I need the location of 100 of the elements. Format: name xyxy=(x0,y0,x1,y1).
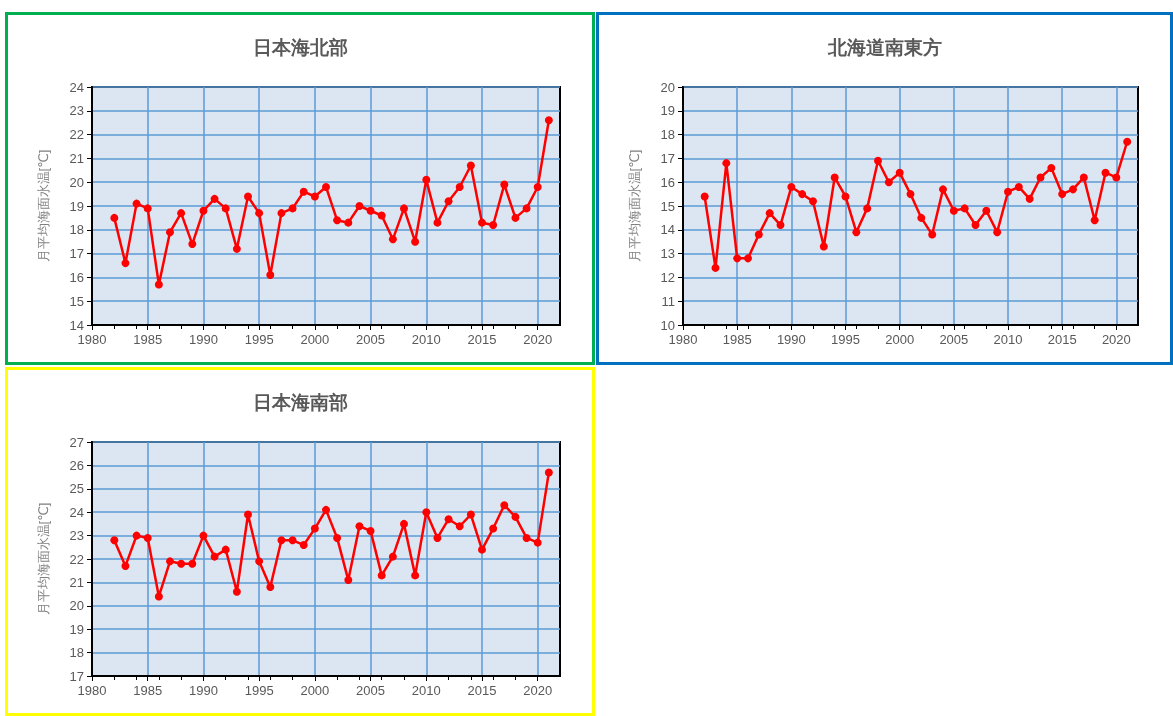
point xyxy=(754,230,763,239)
point xyxy=(819,242,828,251)
point xyxy=(809,197,817,206)
y-tick-label: 13 xyxy=(660,246,675,262)
point xyxy=(244,510,252,519)
y-tick-label: 18 xyxy=(69,222,84,238)
y-tick-label: 17 xyxy=(69,668,84,684)
y-axis-title: 月平均海面水温[℃] xyxy=(627,149,642,263)
point xyxy=(928,230,937,239)
x-tick-label: 1990 xyxy=(188,683,218,698)
x-tick-label: 1990 xyxy=(776,332,806,347)
point xyxy=(852,228,861,237)
point xyxy=(255,209,264,218)
y-tick-label: 19 xyxy=(69,198,84,214)
point xyxy=(388,552,397,561)
point xyxy=(277,536,286,545)
point xyxy=(232,587,241,596)
x-tick-label: 2015 xyxy=(467,683,497,698)
point xyxy=(166,228,174,237)
point xyxy=(500,501,509,510)
point xyxy=(121,562,130,571)
point xyxy=(874,156,882,165)
point xyxy=(544,468,553,477)
y-tick-label: 22 xyxy=(69,127,84,143)
y-tick-label: 12 xyxy=(660,269,675,285)
point xyxy=(377,211,386,220)
point xyxy=(143,533,152,542)
point xyxy=(355,202,364,210)
point xyxy=(366,526,375,535)
x-tick-label: 1985 xyxy=(133,683,163,698)
point xyxy=(466,161,475,170)
y-tick-label: 21 xyxy=(69,574,84,590)
point xyxy=(444,197,453,206)
point xyxy=(333,533,342,542)
x-tick-label: 2015 xyxy=(467,332,497,347)
point xyxy=(433,218,442,227)
point xyxy=(221,545,230,554)
point xyxy=(1101,168,1110,177)
point xyxy=(366,206,375,215)
y-tick-label: 19 xyxy=(660,103,675,119)
point xyxy=(355,522,364,531)
point xyxy=(166,557,174,566)
point xyxy=(787,182,796,191)
point xyxy=(1025,194,1034,203)
y-tick-label: 21 xyxy=(69,150,84,166)
point xyxy=(906,190,915,199)
point xyxy=(884,178,893,187)
point xyxy=(221,204,230,213)
y-tick-label: 17 xyxy=(660,150,675,166)
point xyxy=(1079,173,1088,182)
point xyxy=(433,533,442,542)
y-tick-label: 14 xyxy=(69,317,84,333)
point xyxy=(744,254,752,263)
point xyxy=(489,221,498,230)
point xyxy=(1112,173,1121,182)
point xyxy=(489,524,498,533)
point xyxy=(121,259,130,268)
point xyxy=(700,192,709,201)
point xyxy=(210,552,219,561)
x-tick-label: 1985 xyxy=(722,332,752,347)
y-tick-label: 27 xyxy=(69,434,84,450)
point xyxy=(322,505,330,514)
point xyxy=(154,280,163,289)
point xyxy=(244,192,252,201)
point xyxy=(798,190,807,199)
point xyxy=(511,213,520,222)
point xyxy=(288,204,297,213)
point xyxy=(255,557,264,566)
point xyxy=(478,218,486,227)
point xyxy=(478,545,486,554)
point xyxy=(863,204,872,213)
point xyxy=(310,524,319,533)
point xyxy=(400,519,408,528)
point xyxy=(960,204,969,213)
x-tick-label: 1995 xyxy=(244,332,274,347)
point xyxy=(1123,137,1132,146)
point xyxy=(511,512,520,521)
x-tick-label: 2005 xyxy=(356,683,386,698)
point xyxy=(544,116,553,125)
point xyxy=(199,206,208,215)
point xyxy=(232,244,241,253)
point xyxy=(466,510,475,519)
point xyxy=(533,538,542,547)
y-tick-label: 24 xyxy=(69,504,84,520)
x-tick-label: 2010 xyxy=(411,332,441,347)
point xyxy=(132,531,141,540)
y-tick-label: 20 xyxy=(660,79,675,95)
y-tick-label: 16 xyxy=(69,269,84,285)
chart-title: 北海道南東方 xyxy=(826,37,942,58)
point xyxy=(344,576,353,585)
x-tick-label: 2000 xyxy=(300,332,330,347)
x-tick-label: 1995 xyxy=(831,332,860,347)
point xyxy=(522,533,531,542)
y-axis-title: 月平均海面水温[℃] xyxy=(36,149,51,263)
point xyxy=(199,531,208,540)
y-tick-label: 11 xyxy=(661,293,675,309)
point xyxy=(344,218,353,227)
chart-title: 日本海北部 xyxy=(252,37,348,58)
point xyxy=(830,173,839,182)
point xyxy=(411,571,420,580)
